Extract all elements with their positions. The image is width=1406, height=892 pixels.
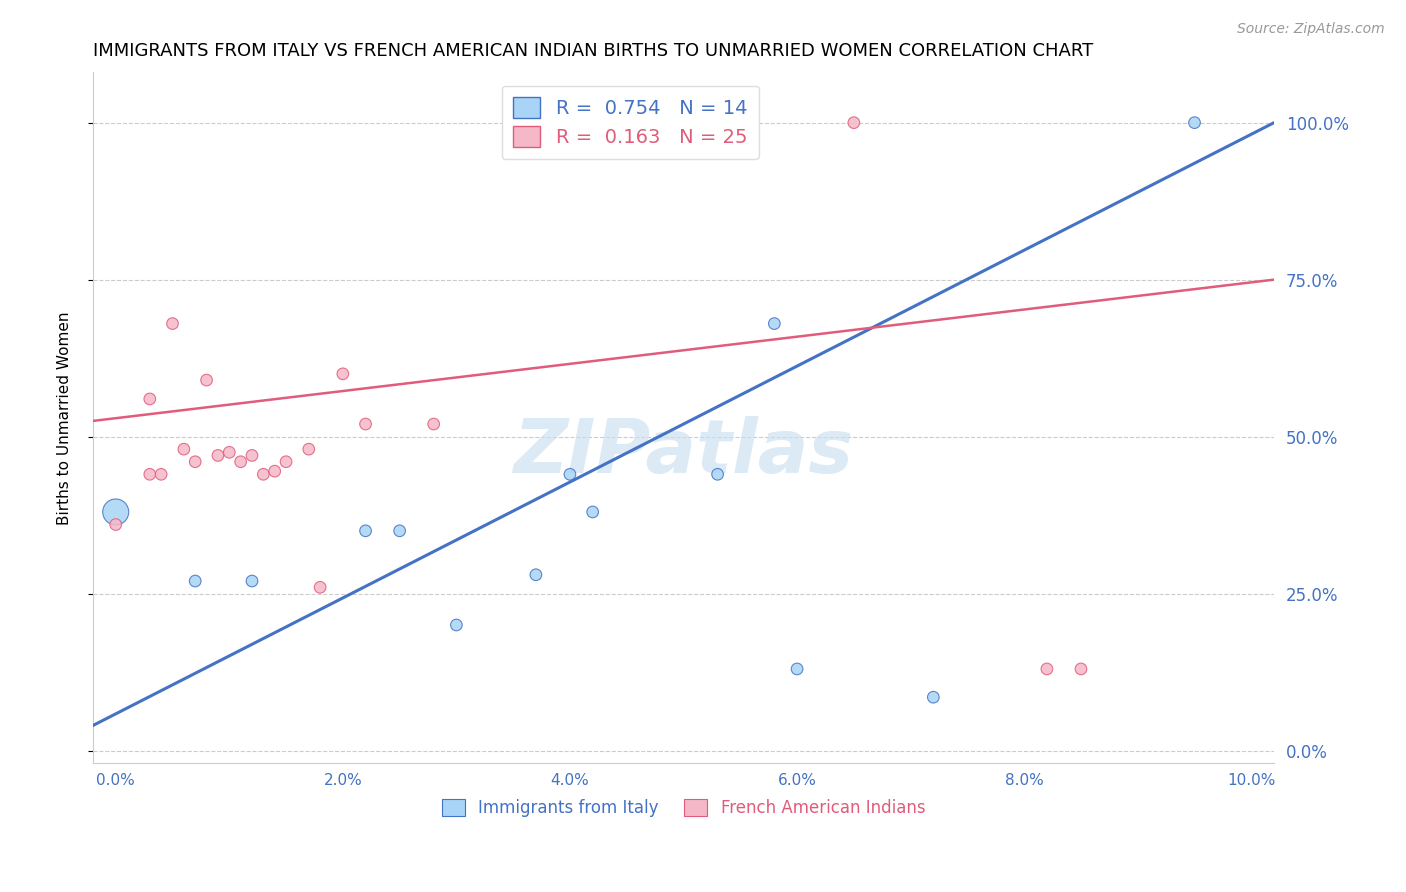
Point: [388, 524, 411, 538]
Point: [1036, 662, 1059, 676]
Point: [422, 417, 444, 431]
Point: [842, 116, 865, 130]
Point: [446, 618, 468, 632]
Point: [184, 455, 207, 469]
Point: [240, 574, 263, 588]
Point: [332, 367, 354, 381]
Point: [536, 116, 558, 130]
Point: [354, 417, 377, 431]
Legend: Immigrants from Italy, French American Indians: Immigrants from Italy, French American I…: [434, 792, 932, 824]
Point: [298, 442, 321, 457]
Point: [240, 449, 263, 463]
Point: [524, 567, 547, 582]
Point: [104, 505, 127, 519]
Text: Source: ZipAtlas.com: Source: ZipAtlas.com: [1237, 22, 1385, 37]
Point: [582, 505, 605, 519]
Point: [536, 116, 558, 130]
Point: [150, 467, 173, 482]
Point: [558, 467, 581, 482]
Y-axis label: Births to Unmarried Women: Births to Unmarried Women: [58, 311, 72, 524]
Text: ZIPatlas: ZIPatlas: [513, 416, 853, 489]
Point: [229, 455, 252, 469]
Text: IMMIGRANTS FROM ITALY VS FRENCH AMERICAN INDIAN BIRTHS TO UNMARRIED WOMEN CORREL: IMMIGRANTS FROM ITALY VS FRENCH AMERICAN…: [93, 42, 1094, 60]
Point: [173, 442, 195, 457]
Point: [274, 455, 297, 469]
Point: [922, 690, 945, 705]
Point: [207, 449, 229, 463]
Point: [104, 517, 127, 532]
Point: [139, 467, 162, 482]
Point: [1184, 116, 1206, 130]
Point: [162, 317, 184, 331]
Point: [139, 392, 162, 406]
Point: [195, 373, 218, 387]
Point: [218, 445, 240, 459]
Point: [786, 662, 808, 676]
Point: [763, 317, 786, 331]
Point: [184, 574, 207, 588]
Point: [706, 467, 728, 482]
Point: [354, 524, 377, 538]
Point: [263, 464, 285, 478]
Point: [309, 580, 332, 594]
Point: [252, 467, 274, 482]
Point: [1070, 662, 1092, 676]
